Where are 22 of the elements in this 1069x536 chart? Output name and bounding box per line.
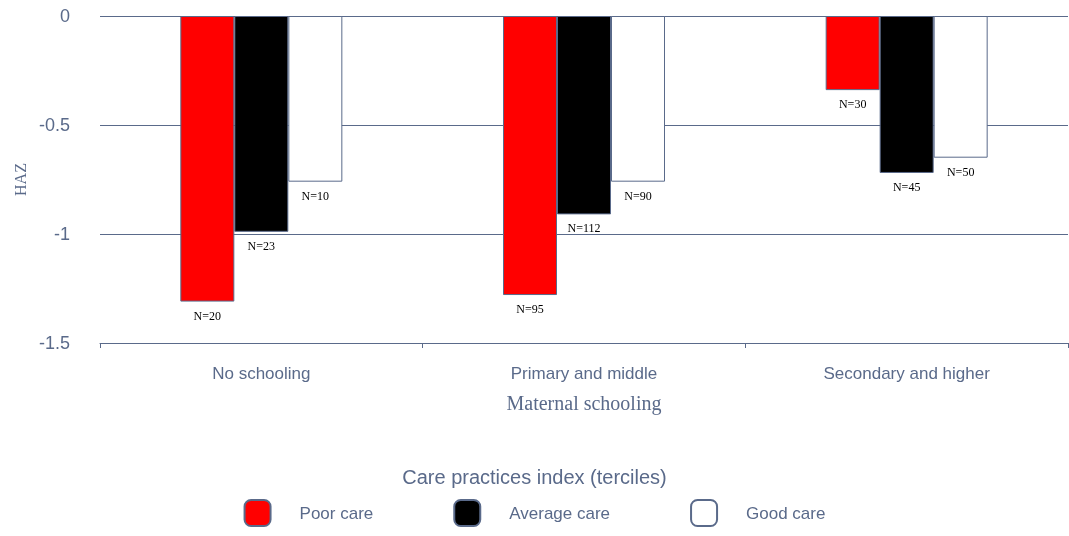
legend-title: Care practices index (terciles) <box>402 466 667 488</box>
y-tick-label: 0 <box>59 6 70 26</box>
annotation: N=90 <box>624 188 652 203</box>
annotation: N=23 <box>247 238 276 253</box>
annotation: N=50 <box>946 164 975 179</box>
y-tick-label: -1 <box>53 224 70 244</box>
x-tick-label: No schooling <box>212 364 311 383</box>
annotation: N=20 <box>193 308 222 323</box>
legend-label: Poor care <box>299 503 374 523</box>
legend-label: Good care <box>746 503 826 523</box>
x-tick-label: Secondary and higher <box>823 364 991 383</box>
annotation: N=30 <box>838 97 867 112</box>
y-tick-label: -0.5 <box>38 115 70 135</box>
y-tick-label: -1.5 <box>38 333 70 353</box>
x-axis-title: Maternal schooling <box>506 392 662 415</box>
x-tick-label: Primary and middle <box>510 364 658 383</box>
y-axis-title: HAZ <box>11 163 29 196</box>
legend-label: Average care <box>509 503 611 523</box>
annotation: N=95 <box>516 302 544 317</box>
annotation: N=45 <box>892 179 921 194</box>
annotation: N=112 <box>567 221 601 236</box>
annotation: N=10 <box>301 188 330 203</box>
